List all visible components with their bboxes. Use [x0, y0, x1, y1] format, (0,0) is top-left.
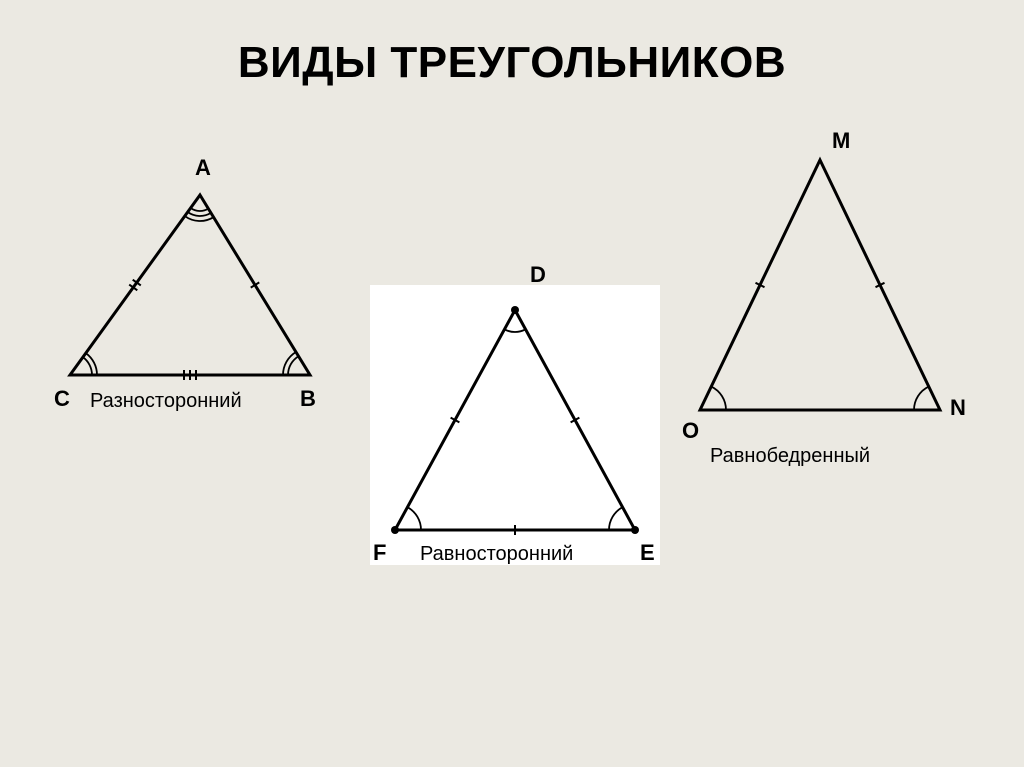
vertex-label-B: B [300, 386, 316, 412]
caption-scalene: Разносторонний [90, 390, 242, 413]
triangle-equilateral [370, 285, 660, 565]
slide-title: ВИДЫ ТРЕУГОЛЬНИКОВ [0, 38, 1024, 88]
vertex-label-A: A [195, 155, 211, 181]
vertex-label-M: M [832, 128, 850, 154]
caption-equilateral: Равносторонний [420, 543, 573, 566]
vertex-label-N: N [950, 395, 966, 421]
triangle-isosceles [680, 150, 970, 430]
vertex-label-D: D [530, 262, 546, 288]
vertex-label-E: E [640, 540, 655, 566]
vertex-label-O: O [682, 418, 699, 444]
caption-isosceles: Равнобедренный [710, 445, 870, 468]
triangle-scalene [50, 175, 330, 405]
vertex-label-F: F [373, 540, 386, 566]
vertex-label-C: C [54, 386, 70, 412]
